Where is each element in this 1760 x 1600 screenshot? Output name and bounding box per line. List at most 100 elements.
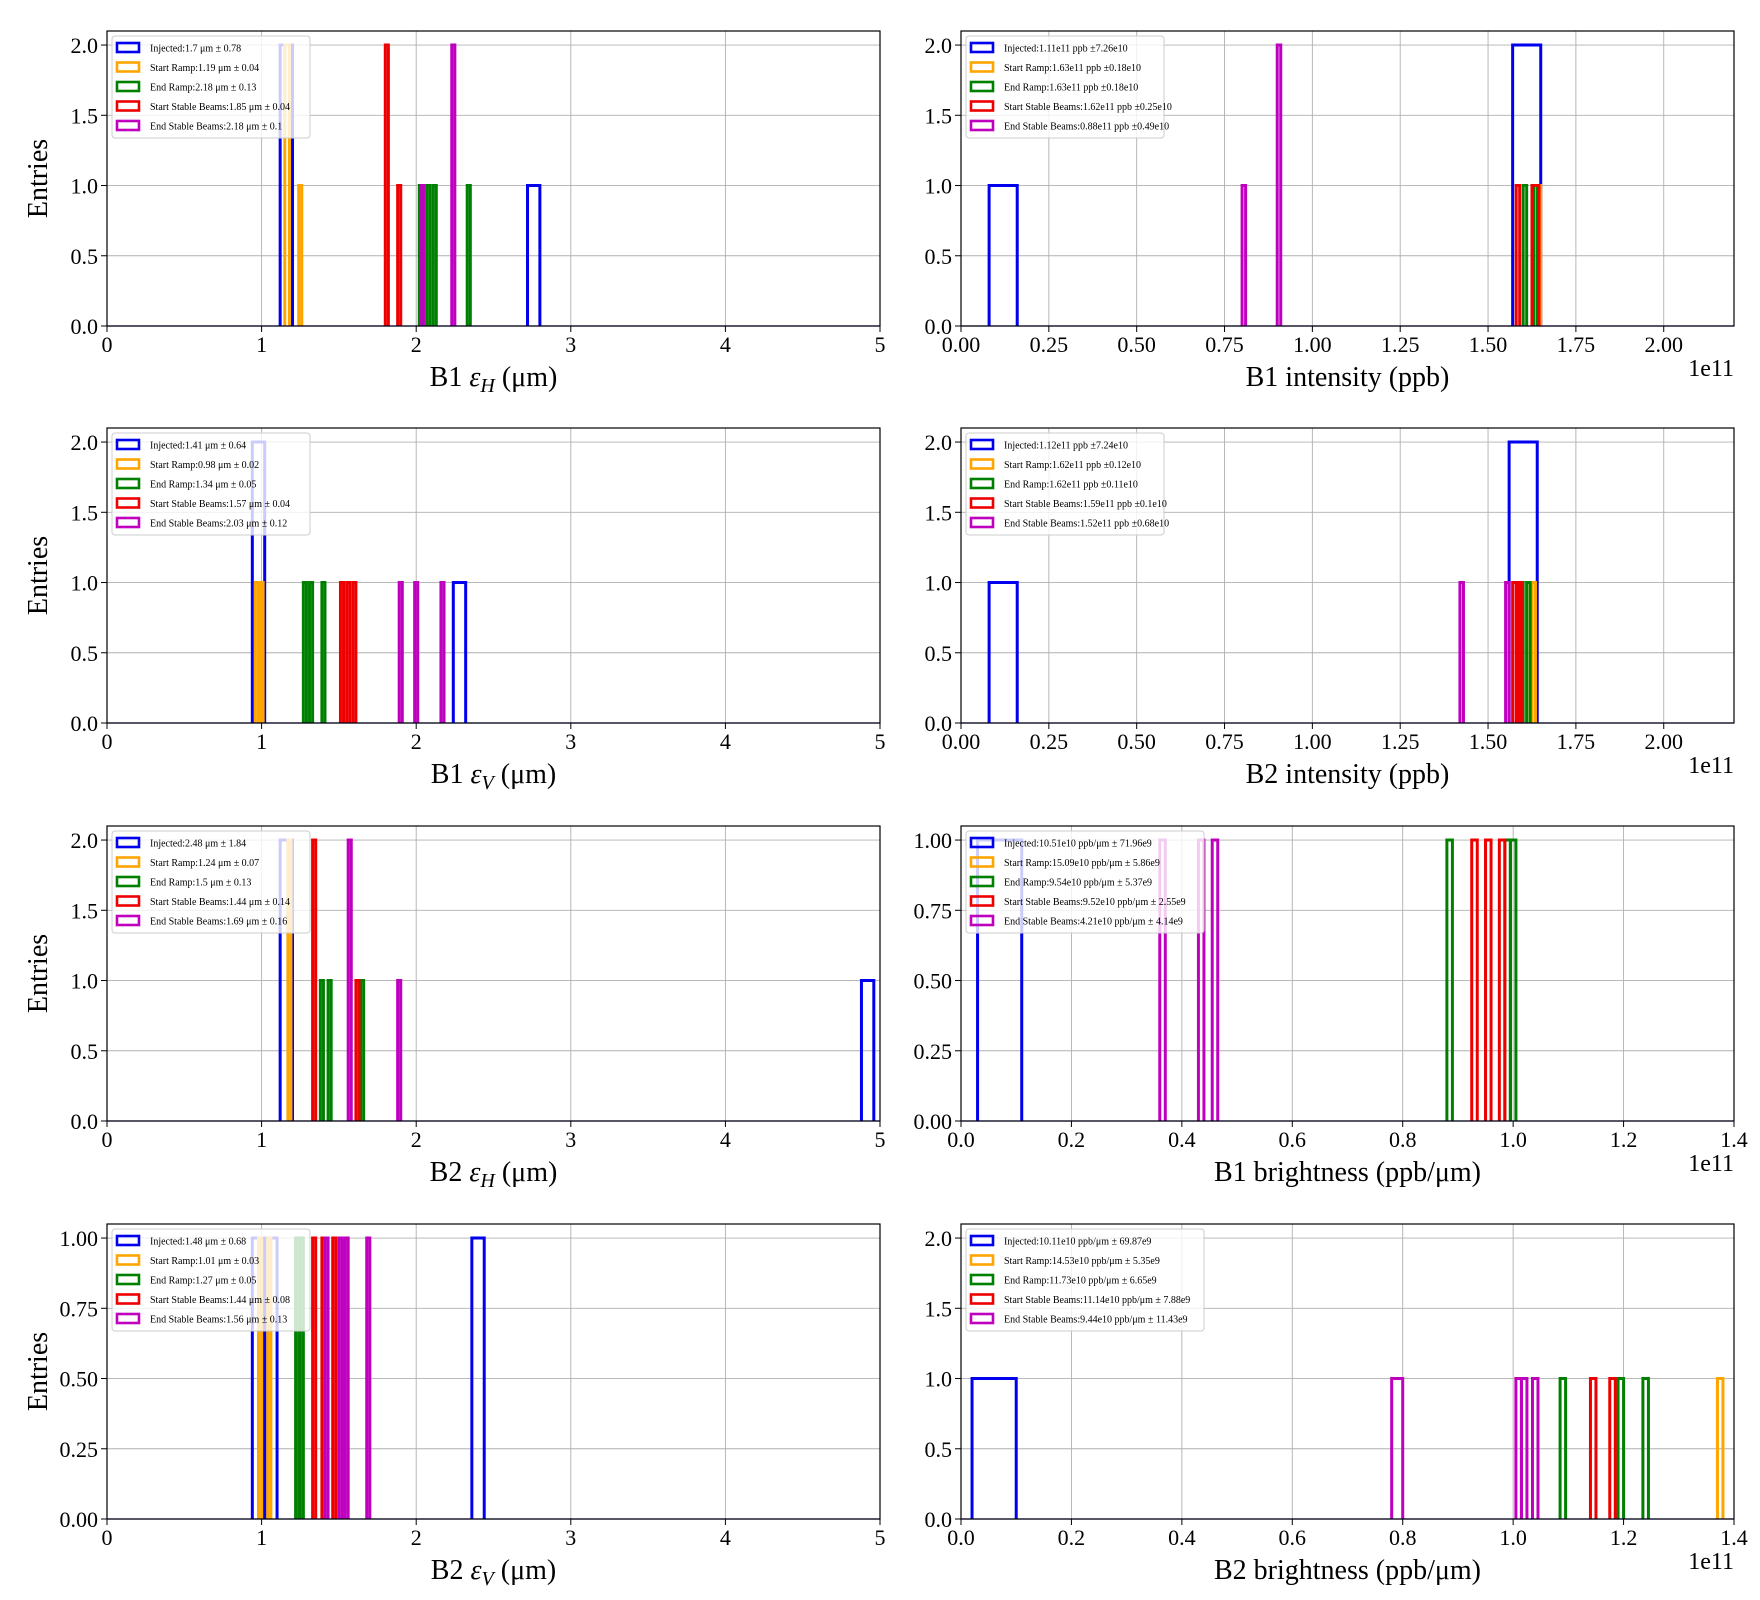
y-tick-label: 1.5 xyxy=(71,103,99,128)
y-tick-label: 2.0 xyxy=(925,33,953,58)
legend-entry: Injected:1.12e11 ppb ±7.24e10 xyxy=(1004,441,1128,452)
x-tick-label: 1.2 xyxy=(1610,1525,1638,1550)
x-tick-label: 1.75 xyxy=(1557,332,1596,357)
plot-frame xyxy=(106,1223,881,1520)
y-tick-label: 0.5 xyxy=(925,641,953,666)
histogram-bar xyxy=(450,43,457,326)
x-tick-label: 0.0 xyxy=(947,1127,975,1152)
x-tick-label: 5 xyxy=(875,729,886,754)
y-tick-label: 2.0 xyxy=(925,430,953,455)
x-tick-label: 1.50 xyxy=(1469,332,1508,357)
histogram-bar xyxy=(383,43,390,326)
y-tick-label: 0.0 xyxy=(925,314,953,339)
histogram-bar xyxy=(431,184,438,326)
chart-panel-1: 0 1 2 3 4 5 0.0 0.5 1.0 1.5 2.0 B1 εH (μm) Entries In… xyxy=(23,30,886,397)
x-tick-label: 0.75 xyxy=(1205,729,1244,754)
histogram-bar xyxy=(1458,581,1465,723)
y-tick-label: 1.5 xyxy=(925,500,953,525)
legend-swatch xyxy=(115,61,141,73)
histogram-bar xyxy=(987,581,1019,723)
y-tick-label: 0.00 xyxy=(60,1507,99,1532)
x-tick-label: 4 xyxy=(720,1127,731,1152)
chart-panel-7: 0 1 2 3 4 5 0.00 0.25 0.50 0.75 1.00 B2 εV (μm) Entr… xyxy=(23,1223,886,1590)
y-tick-label: 0.75 xyxy=(914,898,953,923)
histogram-bar xyxy=(1210,838,1220,1121)
y-axis-label: Entries xyxy=(23,139,54,218)
y-tick-label: 1.0 xyxy=(925,1367,953,1392)
histogram-bar xyxy=(308,581,315,723)
legend-entry: Start Ramp:14.53e10 ppb/μm ± 5.35e9 xyxy=(1004,1256,1160,1267)
y-tick-label: 0.5 xyxy=(71,641,99,666)
x-tick-label: 1 xyxy=(256,1127,267,1152)
y-tick-label: 1.00 xyxy=(914,828,953,853)
legend: Injected:10.11e10 ppb/μm ± 69.87e9 Start … xyxy=(965,1228,1205,1332)
y-tick-label: 0.5 xyxy=(71,244,99,269)
x-axis-label: B2 εH (μm) xyxy=(430,1157,558,1192)
chart-panel-8: 0.0 0.2 0.4 0.6 0.8 1.0 1.2 1.4 0.0 0.5 1.0 1.5 2.0 B… xyxy=(925,1223,1748,1586)
y-tick-label: 2.0 xyxy=(71,33,99,58)
chart-panel-5: 0 1 2 3 4 5 0.0 0.5 1.0 1.5 2.0 B2 εH (μm) Entries In… xyxy=(23,825,886,1192)
histogram-bar xyxy=(1484,838,1493,1121)
histogram-bar xyxy=(345,581,352,723)
x-tick-label: 0.4 xyxy=(1168,1525,1196,1550)
x-tick-label: 4 xyxy=(720,332,731,357)
histogram-bar xyxy=(396,184,403,326)
x-tick-label: 1.00 xyxy=(1293,729,1332,754)
legend-entry: Start Ramp:1.19 μm ± 0.04 xyxy=(150,63,259,74)
plot-frame xyxy=(960,30,1735,327)
x-tick-label: 2 xyxy=(411,1127,422,1152)
histogram-bar xyxy=(1530,184,1541,326)
x-tick-label: 3 xyxy=(565,1127,576,1152)
histogram-bar xyxy=(1511,581,1518,723)
legend-entry: End Stable Beams:9.44e10 ppb/μm ± 11.43e… xyxy=(1004,1315,1188,1326)
x-offset-label: 1e11 xyxy=(1688,1151,1734,1177)
plot-frame xyxy=(106,427,881,724)
legend-entry: End Ramp:1.27 μm ± 0.05 xyxy=(150,1276,256,1287)
x-tick-label: 0.25 xyxy=(1030,729,1069,754)
y-tick-label: 1.5 xyxy=(925,103,953,128)
y-tick-label: 0.0 xyxy=(71,314,99,339)
legend-frame xyxy=(965,830,1205,934)
y-tick-label: 2.0 xyxy=(71,430,99,455)
legend-swatch xyxy=(115,119,141,132)
y-tick-label: 0.25 xyxy=(60,1437,99,1462)
legend-frame xyxy=(965,1228,1205,1332)
x-tick-label: 0 xyxy=(102,1525,113,1550)
histogram-bar xyxy=(320,581,327,723)
chart-panel-4: 0.00 0.25 0.50 0.75 1.00 1.25 1.50 1.75 2.00 0.0 0… xyxy=(925,427,1735,790)
legend-swatch xyxy=(115,836,141,849)
histogram-bar xyxy=(1525,581,1532,723)
legend-entry: End Ramp:9.54e10 ppb/μm ± 5.37e9 xyxy=(1004,878,1152,889)
legend-entry: Start Stable Beams:1.44 μm ± 0.14 xyxy=(150,897,290,908)
legend-swatch xyxy=(969,80,995,93)
y-tick-label: 1.0 xyxy=(71,969,99,994)
y-tick-label: 1.5 xyxy=(925,1296,953,1321)
x-axis-label: B2 εV (μm) xyxy=(431,1555,556,1590)
histogram-bar xyxy=(301,581,308,723)
legend-swatch xyxy=(969,458,995,470)
legend-swatch xyxy=(115,80,141,93)
histogram-bar xyxy=(470,1236,486,1519)
histogram-bar xyxy=(331,1236,338,1519)
x-tick-label: 1 xyxy=(256,729,267,754)
y-tick-label: 0.25 xyxy=(914,1039,953,1064)
histogram-bar xyxy=(1530,1377,1540,1519)
legend-entry: Start Ramp:0.98 μm ± 0.02 xyxy=(150,460,259,471)
histogram-bar xyxy=(1588,1377,1598,1519)
histogram-bar xyxy=(1715,1377,1725,1519)
histogram-bar xyxy=(451,581,468,723)
plot-frame xyxy=(960,1223,1735,1520)
legend-swatch xyxy=(969,914,995,927)
histogram-bar xyxy=(1519,1377,1529,1519)
legend-entry: End Stable Beams:2.03 μm ± 0.12 xyxy=(150,519,287,530)
x-tick-label: 1 xyxy=(256,332,267,357)
legend: Injected:1.7 μm ± 0.78 Start Ramp:1.19 μm… xyxy=(111,35,311,139)
y-tick-label: 0.0 xyxy=(71,711,99,736)
x-axis-label: B1 εV (μm) xyxy=(431,759,556,794)
legend-entry: End Ramp:2.18 μm ± 0.13 xyxy=(150,83,256,94)
histogram-bar xyxy=(1530,581,1537,723)
legend-entry: Injected:1.41 μm ± 0.64 xyxy=(150,441,246,452)
legend-swatch xyxy=(115,41,141,54)
x-tick-label: 0 xyxy=(102,729,113,754)
legend-entry: Start Stable Beams:1.44 μm ± 0.08 xyxy=(150,1295,290,1306)
